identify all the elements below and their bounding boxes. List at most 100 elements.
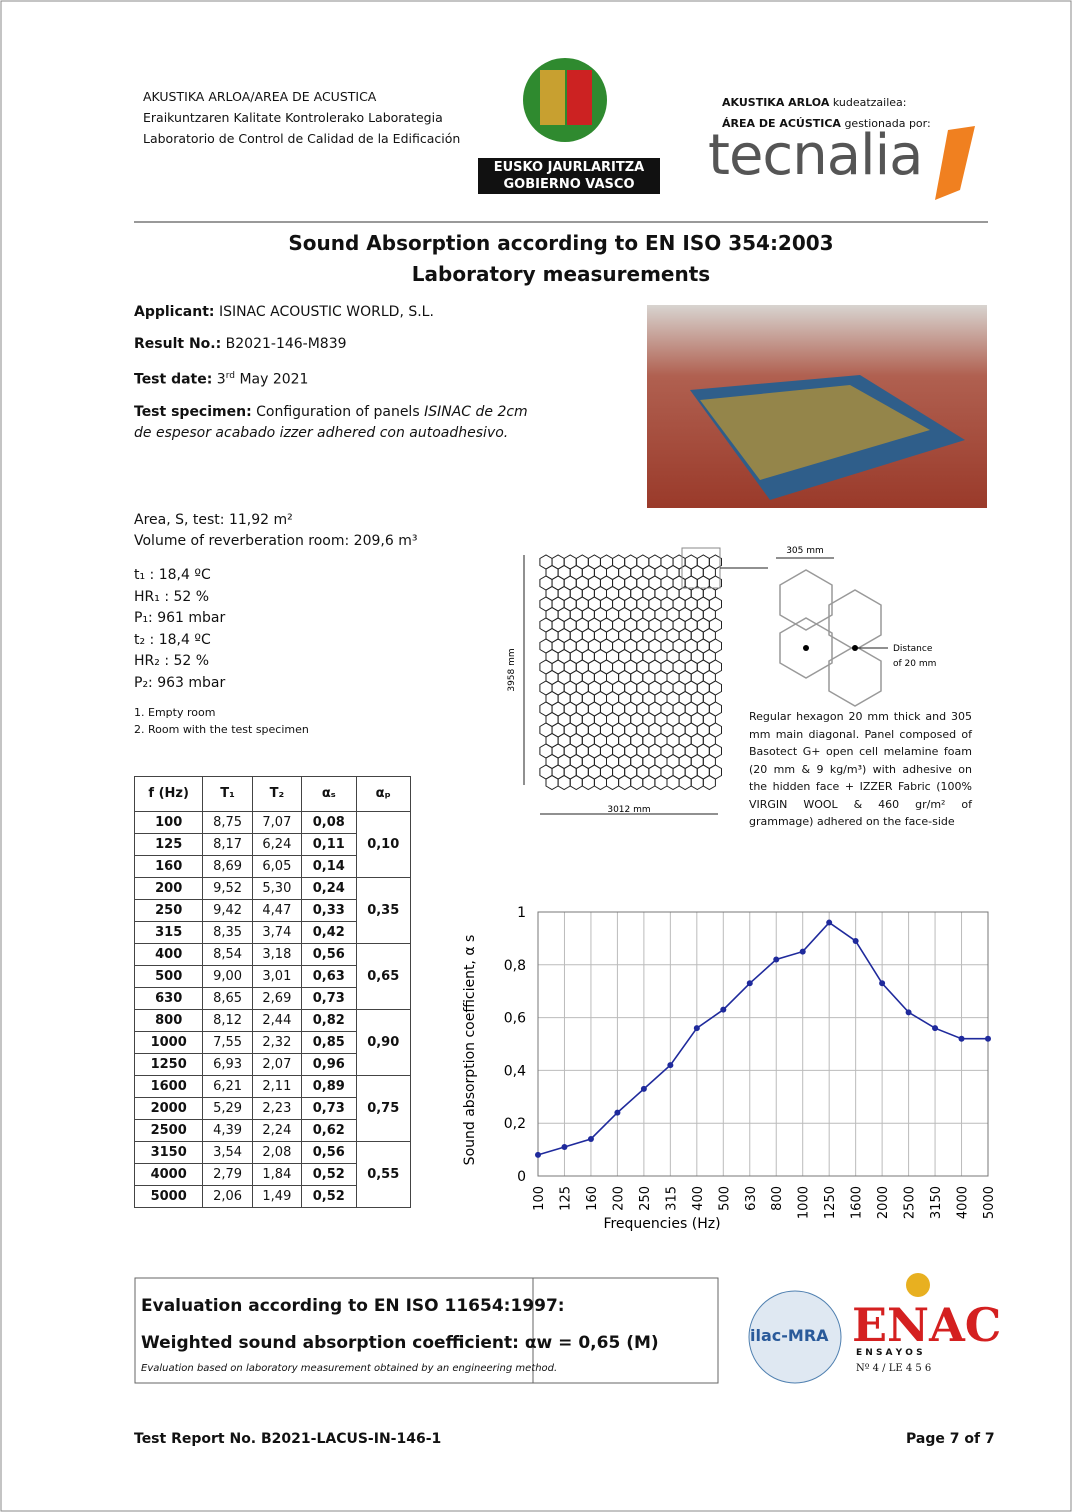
hex bbox=[593, 774, 607, 791]
info: Applicant: ISINAC ACOUSTIC WORLD, S.L. R… bbox=[134, 302, 544, 444]
y-tick-label: 0 bbox=[517, 1169, 526, 1185]
cell: 9,42 bbox=[202, 899, 253, 922]
cell: 0,52 bbox=[301, 1163, 357, 1186]
y-axis-title: Sound absorption coefficient, α s bbox=[462, 935, 478, 1166]
manager-line: ÁREA DE ACÚSTICA gestionada por: bbox=[722, 113, 931, 134]
ensayos: E N S A Y O S bbox=[856, 1348, 923, 1358]
note: 1. Empty room bbox=[134, 706, 216, 719]
point bbox=[614, 1109, 621, 1116]
point bbox=[773, 956, 780, 963]
cell: 400 bbox=[133, 943, 204, 966]
hex bbox=[702, 774, 716, 791]
info-row: Test specimen: Configuration of panels I… bbox=[134, 402, 544, 444]
cell: 160 bbox=[133, 855, 204, 878]
cell: 0,62 bbox=[301, 1119, 357, 1142]
gov-emblem bbox=[540, 70, 565, 125]
hex bbox=[642, 774, 656, 791]
cell: 0,56 bbox=[301, 1141, 357, 1164]
group-cell: 0,65 bbox=[355, 943, 411, 1010]
cell: 2,11 bbox=[251, 1075, 303, 1098]
point bbox=[535, 1151, 541, 1158]
point bbox=[852, 938, 859, 945]
row: 315 8,35 3,74 0,42 bbox=[133, 921, 411, 944]
climate-line: HR₁ : 52 % bbox=[134, 588, 210, 605]
cell: 0,14 bbox=[301, 855, 357, 878]
point bbox=[667, 1062, 674, 1069]
cell: 0,73 bbox=[301, 1097, 357, 1120]
cell: 9,00 bbox=[202, 965, 253, 988]
eval-box bbox=[134, 1277, 719, 1384]
hex-detail bbox=[779, 569, 882, 707]
chart: 0 0,2 0,4 0,6 0,8 1 100 125 160 200 250 315 400 500 63… bbox=[504, 905, 997, 1219]
x-tick-label: 1250 bbox=[823, 1186, 838, 1219]
hex bbox=[606, 774, 620, 791]
info-value: ISINAC de 2cm de espesor acabado izzer a… bbox=[134, 403, 528, 441]
x-tick-label: 200 bbox=[611, 1186, 626, 1211]
cell: 9,52 bbox=[202, 877, 253, 900]
enac-crown bbox=[906, 1273, 930, 1297]
point bbox=[640, 1085, 647, 1092]
group-cell: 0,75 bbox=[355, 1075, 411, 1142]
hex bbox=[569, 774, 583, 791]
point bbox=[905, 1009, 912, 1016]
eval-note: Evaluation based on laboratory measureme… bbox=[141, 1363, 558, 1374]
cell: 0,42 bbox=[301, 921, 357, 944]
badge-line: EUSKO JAURLARITZA bbox=[493, 160, 645, 175]
cell: 2,23 bbox=[251, 1097, 303, 1120]
cell: 100 bbox=[133, 811, 204, 834]
cell: 7,55 bbox=[202, 1031, 253, 1054]
title-line: Sound Absorption according to EN ISO 354… bbox=[288, 231, 834, 255]
dim-label: 305 mm bbox=[786, 546, 824, 556]
cell: 8,54 bbox=[202, 943, 253, 966]
lab-line: AKUSTIKA ARLOA/AREA DE ACUSTICA bbox=[143, 89, 377, 104]
title: Sound Absorption according to EN ISO 354… bbox=[134, 228, 988, 290]
cell: 1,84 bbox=[251, 1163, 303, 1186]
room-line: Area, S, test: 11,92 m² bbox=[134, 512, 293, 528]
gov-emblem bbox=[567, 70, 592, 125]
description: Regular hexagon 20 mm thick and 305 mm m… bbox=[749, 710, 972, 828]
enac: ENAC bbox=[852, 1298, 1002, 1352]
x-tick-label: 5000 bbox=[982, 1186, 997, 1219]
cell: 0,56 bbox=[301, 943, 357, 966]
cell: 3,01 bbox=[251, 965, 303, 988]
cell: 1250 bbox=[133, 1053, 204, 1076]
hex-big bbox=[828, 645, 882, 707]
hex bbox=[690, 774, 704, 791]
x-tick-label: 100 bbox=[532, 1186, 547, 1211]
hex-big bbox=[779, 569, 833, 631]
row: 630 8,65 2,69 0,73 bbox=[133, 987, 411, 1010]
cell: 5,30 bbox=[251, 877, 303, 900]
climate-line: P₁: 961 mbar bbox=[134, 610, 226, 627]
info-value: B2021-146-M839 bbox=[225, 336, 347, 352]
info-row: Test date: 3rd May 2021 bbox=[134, 366, 544, 391]
cell: 0,85 bbox=[301, 1031, 357, 1054]
lab-line: Eraikuntzaren Kalitate Kontrolerako Labo… bbox=[143, 110, 443, 125]
header-cell: f (Hz) bbox=[133, 776, 204, 812]
footer-report: Test Report No. B2021-LACUS-IN-146-1 bbox=[134, 1431, 442, 1447]
cell: 1,49 bbox=[251, 1185, 303, 1208]
row: 160 8,69 6,05 0,14 bbox=[133, 855, 411, 878]
cell: 7,07 bbox=[251, 811, 303, 834]
dim-label: 3958 mm bbox=[507, 648, 517, 691]
cell: 6,93 bbox=[202, 1053, 253, 1076]
y-tick-label: 0,6 bbox=[504, 1011, 526, 1027]
climate-line: P₂: 963 mbar bbox=[134, 674, 226, 691]
cell: 1600 bbox=[133, 1075, 204, 1098]
ilac: ilac-MRA bbox=[750, 1326, 829, 1345]
row: 2500 4,39 2,24 0,62 bbox=[133, 1119, 411, 1142]
climate-line: t₁ : 18,4 ºC bbox=[134, 567, 211, 583]
ilac-logo bbox=[748, 1290, 842, 1384]
y-tick-label: 1 bbox=[517, 905, 526, 921]
header-cell: αₛ bbox=[301, 776, 357, 812]
info-label: Applicant: bbox=[134, 304, 215, 320]
cell: 500 bbox=[133, 965, 204, 988]
row: 1250 6,93 2,07 0,96 bbox=[133, 1053, 411, 1076]
data-table: f (Hz) T₁ T₂ αₛ αₚ 100 8,75 7,07 0,08 0,10 125 8,17… bbox=[133, 776, 411, 1208]
point bbox=[985, 1035, 991, 1042]
cell: 3150 bbox=[133, 1141, 204, 1164]
info-value: 3 bbox=[216, 371, 226, 388]
x-tick-label: 160 bbox=[585, 1186, 600, 1211]
group-cell: 0,35 bbox=[355, 877, 411, 944]
hex bbox=[654, 774, 668, 791]
